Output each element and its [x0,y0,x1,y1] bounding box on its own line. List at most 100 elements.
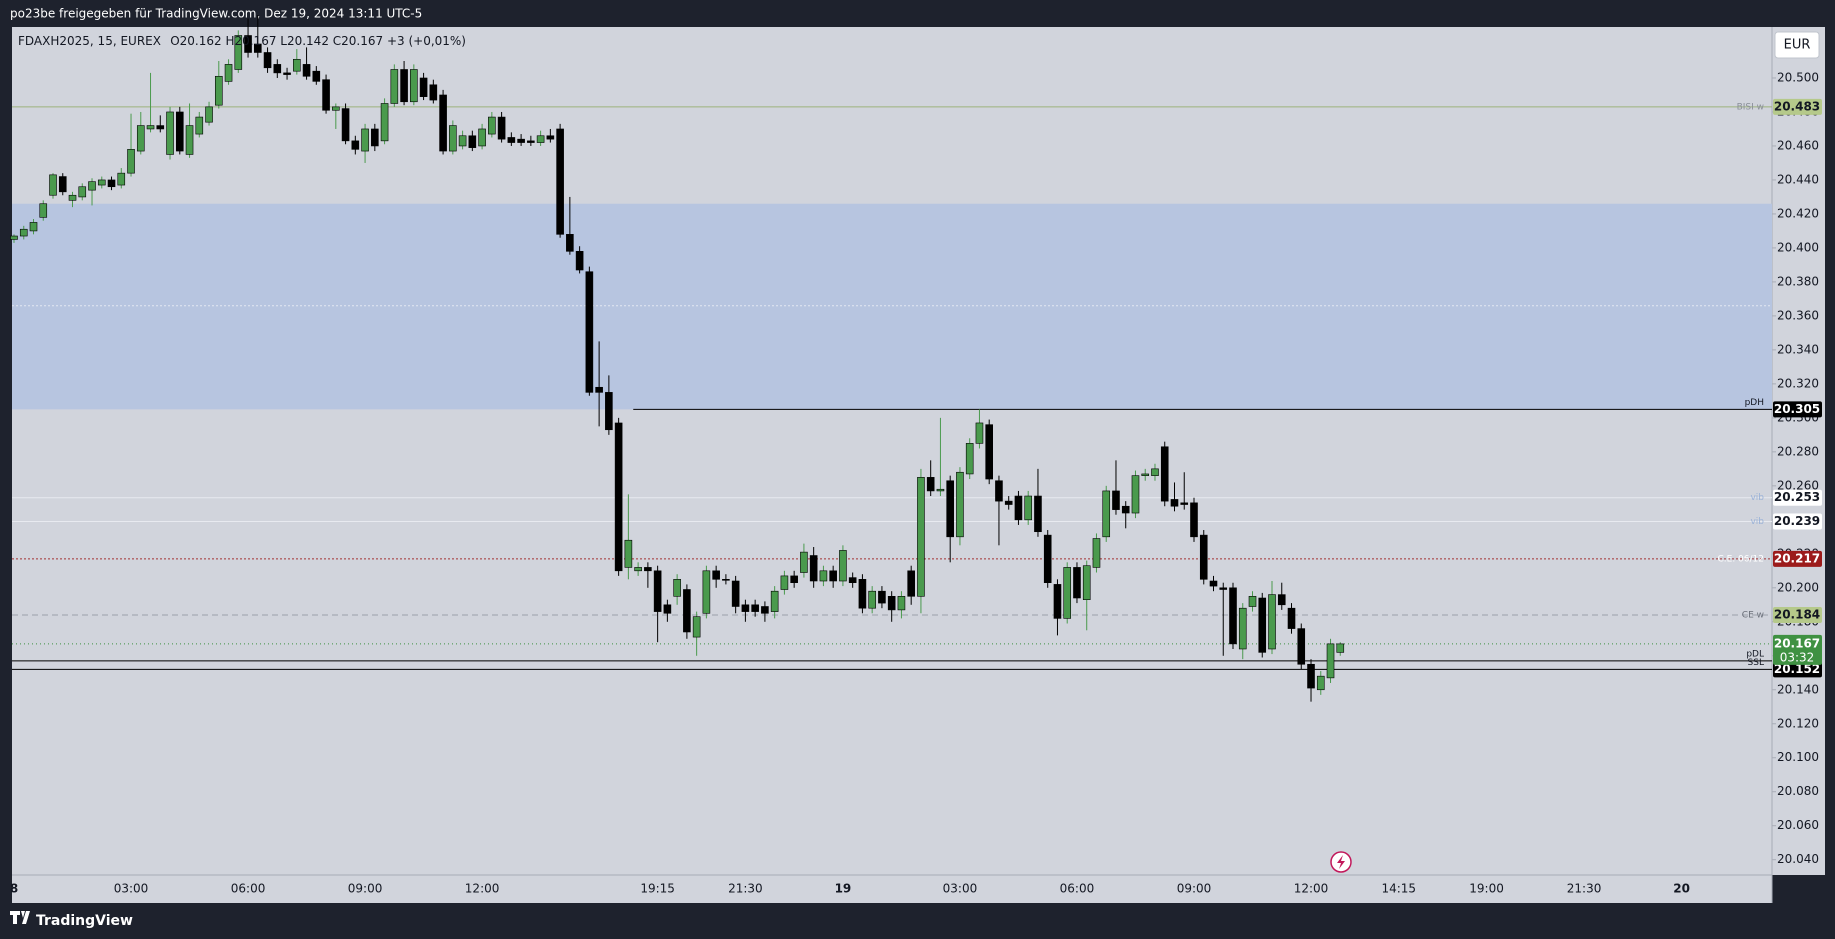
candle-body [263,52,272,69]
candle-body [1238,607,1247,650]
candle-body [1073,567,1081,599]
candle-body [1024,495,1033,521]
candle-body [39,203,48,218]
y-tick-label: 20.460 [1777,138,1819,152]
brand: TradingView [36,913,133,929]
candle-body [566,234,574,252]
candle-body [1053,584,1062,619]
currency[interactable]: EUR [1784,38,1811,53]
y-tick-label: 20.080 [1777,784,1819,798]
candle-body [985,424,994,480]
candle-body [965,443,974,475]
candle-body [692,616,701,638]
candle-body [878,590,886,604]
candle-body [1131,475,1140,514]
candle-body [146,125,155,130]
x-tick-label: 06:00 [231,882,266,896]
candle-body [887,595,896,611]
candle-body [517,138,525,143]
candle-body [868,590,876,609]
candle-body [302,64,311,77]
candle-body [1307,663,1315,689]
candle-body [1219,587,1228,590]
y-tick-label: 20.400 [1777,240,1819,254]
candle-body [1043,534,1052,584]
candle-body [68,194,77,201]
level-label: pDH [1745,398,1764,408]
y-tick-label: 20.100 [1777,750,1819,764]
x-tick-label: 14:15 [1381,882,1416,896]
candle-body [351,140,360,150]
legend: FDAXH2025, 15, EUREX O20.162 H20.167 L20.… [18,34,466,48]
level-label: pDL [1746,649,1764,659]
candle-body [975,422,984,444]
y-tick-label: 20.440 [1777,172,1819,186]
level-value: 20.184 [1774,607,1820,621]
candle-body [780,575,789,590]
candle-body [1199,534,1208,580]
candle-body [78,186,87,198]
candle-body [819,570,828,582]
x-tick-label: 12:00 [465,882,500,896]
candle-body [127,149,135,174]
candle-body [156,125,165,130]
candle-body [185,125,194,155]
candle-body [1336,643,1345,653]
candle-body [897,595,906,611]
candle-body [429,84,438,101]
candle-body [1102,490,1111,538]
candle-body [829,570,837,582]
candle-body [175,111,184,152]
candle-body [917,477,925,597]
countdown: 03:32 [1780,650,1815,664]
level-box [1773,606,1822,623]
candle-body [136,125,145,152]
candle-body [790,575,798,584]
candle-body [712,570,720,580]
candle-body [1287,607,1296,629]
candle-body [1063,567,1072,619]
candle-body [1034,495,1042,533]
time-axis [12,875,1772,903]
candle-body [458,135,467,147]
level-value: 20.217 [1774,551,1820,565]
candle-body [1229,587,1237,645]
candle-body [214,75,223,106]
price-axis [1772,27,1825,875]
candle-body [361,128,369,152]
currency-button[interactable] [1774,31,1820,59]
x-tick-label: 12:00 [1294,882,1329,896]
candle-body [839,550,847,582]
candle-body [224,64,233,82]
candle-body [29,222,38,232]
ohlc-text: O20.162 H20.167 L20.142 C20.167 +3 (+0,0… [170,34,466,48]
candle-body [761,606,769,614]
candle-body [663,604,672,614]
x-tick-label: 09:00 [1177,882,1212,896]
candle-body [400,69,408,103]
x-tick-label: 19 [835,882,852,896]
candle-body [195,116,204,135]
y-tick-label: 20.060 [1777,818,1819,832]
candle-body [244,35,252,53]
level-box [1773,661,1822,678]
candle-body [19,228,28,237]
brand-logo[interactable]: TradingView [10,911,133,929]
candle-body [107,179,116,188]
candle-body [858,579,867,609]
candle-body [1316,675,1325,691]
candle-body [751,604,759,612]
level-label: C.E. 06/12 [1718,554,1765,564]
y-tick-label: 20.120 [1777,716,1819,730]
candle-body [683,589,691,633]
candle-body [312,70,321,82]
zone [12,203,1772,410]
candle-body [731,580,740,607]
candle-body [322,79,330,111]
y-tick-label: 20.200 [1777,580,1819,594]
level-label: SSL [1748,658,1764,668]
candle-body [205,106,213,123]
candle-body [341,108,350,142]
